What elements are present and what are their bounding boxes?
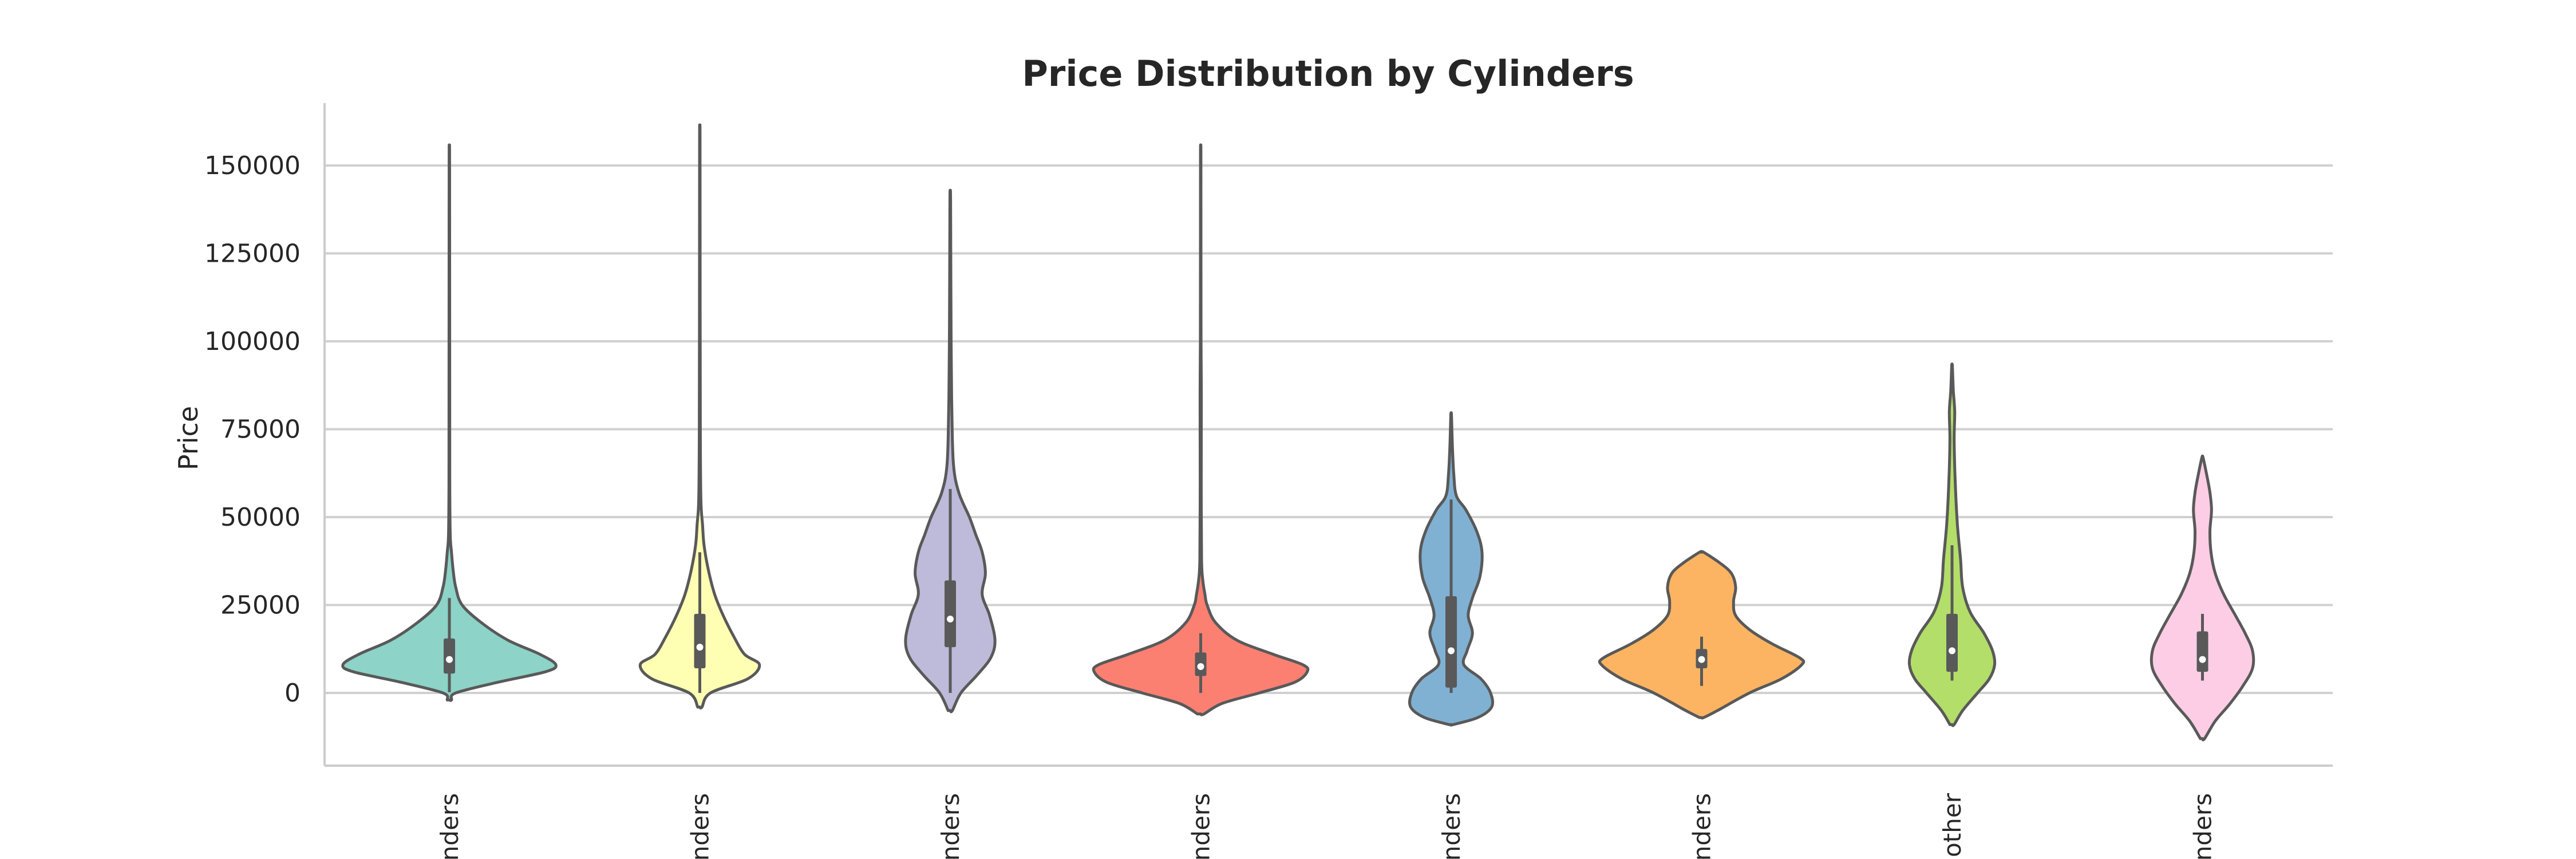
y-tick-label: 100000 — [204, 327, 301, 356]
violin-median — [1197, 663, 1204, 670]
x-tick-label: linders — [1437, 793, 1465, 859]
x-tick-label: linders — [1688, 793, 1716, 859]
violin-iqr-box — [1445, 596, 1457, 688]
violin-group-8 — [2150, 454, 2255, 742]
violin-median — [696, 644, 704, 651]
axis-spines — [323, 103, 2333, 767]
x-tick-labels: linders linders linders linders linders linde… — [436, 793, 2217, 859]
y-tick-labels: 0 25000 50000 75000 100000 125000 150000 — [204, 151, 301, 708]
violin-median — [1949, 647, 1955, 655]
y-tick-label: 75000 — [220, 415, 301, 444]
violin-group-5 — [1408, 411, 1495, 727]
y-tick-label: 150000 — [204, 151, 301, 180]
x-tick-label: linders — [2189, 793, 2217, 859]
violin-body — [1598, 550, 1805, 720]
violin-body — [904, 188, 997, 714]
violin-iqr-box — [444, 638, 455, 674]
violin-group-4 — [1092, 143, 1310, 716]
y-tick-label: 125000 — [204, 239, 301, 269]
violin-body — [638, 123, 761, 710]
violin-iqr-box — [694, 613, 706, 669]
y-tick-label: 0 — [285, 679, 301, 708]
x-tick-label: linders — [436, 793, 464, 859]
violin-group-7 — [1907, 362, 1997, 727]
violin-median — [947, 616, 954, 623]
violin-iqr-box — [1946, 613, 1958, 672]
y-axis-label: Price — [173, 406, 204, 470]
violin-median — [2199, 656, 2206, 663]
violin-median — [1698, 656, 1705, 663]
x-tick-label: linders — [937, 793, 965, 859]
violin-group-6 — [1598, 550, 1805, 720]
gridlines — [325, 164, 2333, 694]
violin-median — [446, 656, 453, 663]
x-tick-label: linders — [1187, 793, 1215, 859]
violin-body — [1907, 362, 1997, 727]
x-tick-label: linders — [686, 793, 714, 859]
violin-group-1 — [341, 143, 558, 702]
violin-body — [341, 143, 558, 702]
chart-title: Price Distribution by Cylinders — [1022, 53, 1634, 94]
violin-body — [1092, 143, 1310, 716]
violin-body — [2150, 454, 2255, 742]
violins — [341, 123, 2255, 742]
violin-group-2 — [638, 123, 761, 710]
violin-iqr-box — [945, 580, 956, 648]
x-tick-label: other — [1938, 793, 1966, 857]
violin-median — [1448, 647, 1455, 655]
violin-iqr-box — [2196, 631, 2208, 672]
y-tick-label: 50000 — [220, 503, 301, 532]
violin-group-3 — [904, 188, 997, 714]
y-tick-label: 25000 — [220, 591, 301, 620]
